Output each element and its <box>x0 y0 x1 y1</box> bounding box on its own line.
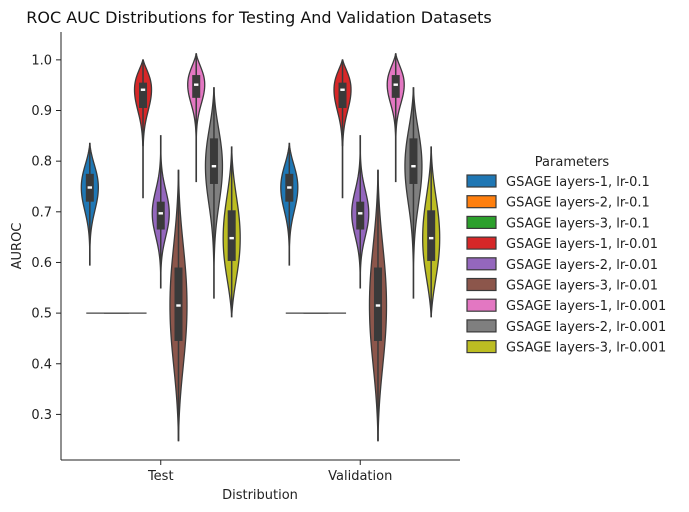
violin-box <box>338 82 347 108</box>
violin-box <box>356 201 365 230</box>
violin-median <box>358 212 363 215</box>
legend-label: GSAGE layers-3, lr-0.1 <box>506 216 650 231</box>
violin-box <box>209 138 218 184</box>
legend-swatch <box>466 319 497 333</box>
violin-median <box>194 83 199 86</box>
y-ticks: 0.3 0.4 0.5 0.6 0.7 0.8 0.9 1.0 <box>31 53 61 423</box>
legend-swatch <box>466 298 497 312</box>
violin-median <box>411 165 416 168</box>
legend-label: GSAGE layers-2, lr-0.001 <box>506 320 666 335</box>
legend-label: GSAGE layers-1, lr-0.1 <box>506 175 650 190</box>
legend: Parameters GSAGE layers-1, lr-0.1 GSAGE l… <box>466 155 666 356</box>
legend-label: GSAGE layers-1, lr-0.001 <box>506 299 666 314</box>
violin-median <box>428 236 434 240</box>
violin-validation-4 <box>351 135 370 289</box>
violin-validation-5 <box>368 169 388 442</box>
legend-swatch <box>466 277 497 292</box>
y-tick-label: 0.4 <box>31 357 52 372</box>
violin-box <box>174 267 183 341</box>
y-tick-label: 0.8 <box>31 155 52 170</box>
chart-title: ROC AUC Distributions for Testing And Va… <box>26 8 491 27</box>
violin-median <box>375 304 381 307</box>
violin-validation-8 <box>422 146 441 318</box>
legend-label: GSAGE layers-1, lr-0.01 <box>506 237 658 252</box>
y-tick-label: 0.7 <box>31 205 52 220</box>
legend-swatch <box>466 215 497 229</box>
violins <box>80 53 441 442</box>
legend-label: GSAGE layers-3, lr-0.01 <box>506 279 658 294</box>
violin-test-3 <box>133 59 153 199</box>
violin-test-6 <box>187 53 206 183</box>
violin-validation-3 <box>333 59 352 199</box>
violin-median <box>158 212 163 215</box>
legend-swatch <box>466 195 497 209</box>
violin-box <box>409 138 418 184</box>
violin-median <box>393 83 398 86</box>
violin-validation-0 <box>280 142 299 266</box>
y-tick-label: 1.0 <box>31 53 52 68</box>
x-axis-label: Distribution <box>222 488 298 503</box>
violin-test-7 <box>204 87 224 299</box>
y-tick-label: 0.5 <box>31 307 52 322</box>
plot-area: 0.3 0.4 0.5 0.6 0.7 0.8 0.9 1.0 Test Validation <box>31 32 460 484</box>
legend-label: GSAGE layers-2, lr-0.1 <box>506 196 650 211</box>
y-tick-label: 0.3 <box>31 408 52 423</box>
y-tick-label: 0.9 <box>31 104 52 119</box>
violin-box <box>427 210 436 261</box>
violin-median <box>176 304 181 307</box>
violin-median <box>87 186 93 189</box>
legend-swatch <box>466 236 497 250</box>
violin-box <box>227 210 236 261</box>
violin-median <box>287 186 292 189</box>
violin-median <box>211 165 217 168</box>
violin-validation-6 <box>386 53 405 183</box>
violin-box <box>391 75 400 98</box>
violin-test-8 <box>222 146 241 318</box>
legend-swatch <box>466 257 497 271</box>
y-tick-label: 0.6 <box>31 256 52 271</box>
violin-median <box>340 88 345 91</box>
violin-box <box>192 75 201 98</box>
violin-median <box>229 236 234 240</box>
legend-label: GSAGE layers-2, lr-0.01 <box>506 258 658 273</box>
legend-label: GSAGE layers-3, lr-0.001 <box>506 341 666 356</box>
violin-test-4 <box>151 135 170 289</box>
violin-box <box>373 267 382 341</box>
x-tick-label: Validation <box>328 469 392 484</box>
violin-test-0 <box>80 142 99 266</box>
legend-swatch <box>466 340 497 354</box>
violin-validation-7 <box>404 87 423 299</box>
violin-test-5 <box>169 169 188 442</box>
violin-box <box>156 201 165 230</box>
violin-median <box>140 88 146 91</box>
violin-box <box>139 82 148 108</box>
y-axis-label: AUROC <box>10 223 25 270</box>
legend-swatch <box>466 174 497 188</box>
legend-title: Parameters <box>535 155 610 170</box>
x-ticks: Test Validation <box>147 460 392 484</box>
x-tick-label: Test <box>147 469 174 484</box>
